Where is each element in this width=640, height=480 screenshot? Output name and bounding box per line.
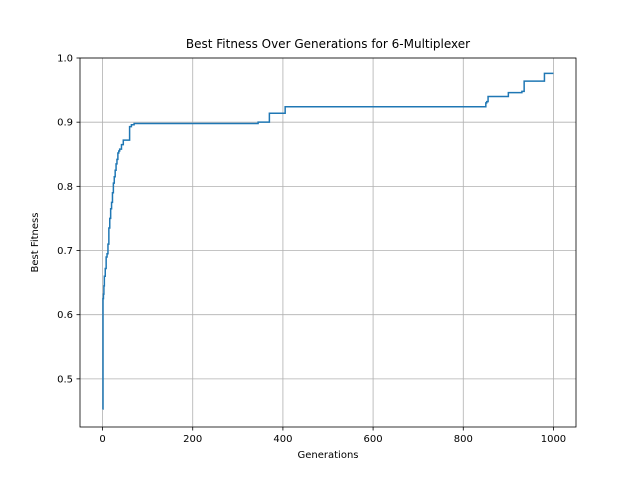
ticks-layer: 0 200 400 600 800 1000 0.5 0.6 0.7 0.8 0.9 1.0: [57, 54, 566, 446]
x-tick-label: 1000: [541, 434, 566, 445]
y-tick-label: 0.7: [57, 246, 73, 257]
x-tick-label: 600: [364, 434, 383, 445]
chart-title: Best Fitness Over Generations for 6-Mult…: [186, 37, 470, 51]
y-tick-label: 0.8: [57, 182, 73, 193]
y-axis-label: Best Fitness: [30, 213, 41, 273]
series-layer: [102, 72, 554, 410]
y-tick-label: 0.5: [57, 374, 73, 385]
plot-frame: [79, 57, 577, 428]
fitness-series-line: [102, 72, 554, 410]
x-tick-label: 800: [454, 434, 473, 445]
x-axis-label: Generations: [298, 450, 359, 461]
x-tick-label: 400: [273, 434, 292, 445]
y-tick-label: 1.0: [57, 54, 73, 65]
y-tick-label: 0.6: [57, 310, 73, 321]
x-tick-label: 200: [183, 434, 202, 445]
x-tick-label: 0: [99, 434, 105, 445]
y-tick-label: 0.9: [57, 118, 73, 129]
